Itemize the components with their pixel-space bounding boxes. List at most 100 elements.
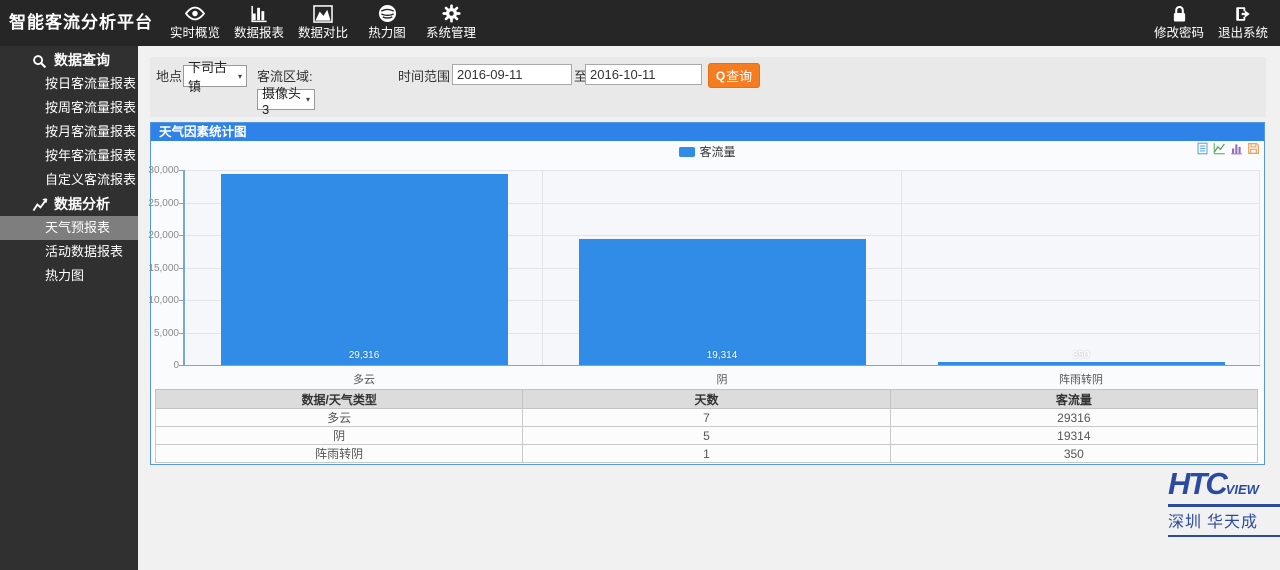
y-axis-label: 15,000	[148, 263, 179, 274]
gridline	[185, 235, 1260, 236]
table-header-cell: 天数	[522, 389, 891, 409]
panel-title: 天气因素统计图	[151, 123, 1264, 141]
chevron-down-icon: ▾	[237, 71, 242, 81]
sidebar-section-data-query[interactable]: 数据查询	[0, 48, 138, 72]
table-cell: 19314	[889, 426, 1259, 445]
toolbox-bar-chart-icon[interactable]	[1230, 142, 1243, 155]
bar-value-label: 350	[1072, 350, 1090, 361]
chart-toolbox	[1196, 142, 1260, 155]
gridline-vertical	[542, 170, 543, 365]
sidebar-item-weather-report[interactable]: 天气预报表	[0, 216, 138, 240]
htcview-logo: HTCview 深圳 华天成	[1168, 468, 1280, 537]
toolbox-data-view-icon[interactable]	[1196, 142, 1209, 155]
bar-多云[interactable]	[221, 174, 508, 365]
sidebar-item-daily-report[interactable]: 按日客流量报表	[45, 76, 137, 91]
logout-icon	[1211, 3, 1275, 24]
region-label: 客流区域:	[257, 69, 313, 84]
axis-tick	[179, 203, 183, 204]
topnav-item-label: 系统管理	[425, 26, 476, 40]
table-cell: 29316	[889, 408, 1259, 427]
camera-value: 摄像头3	[262, 85, 302, 117]
gridline-vertical	[1259, 170, 1260, 365]
date-to-input[interactable]	[585, 64, 702, 85]
topnav-item-label: 实时概览	[169, 26, 220, 40]
filter-bar: 地点: 下司古镇 ▾ 客流区域: 摄像头3 ▾ 时间范围 至 Q 查询	[150, 57, 1266, 117]
table-cell: 5	[522, 426, 891, 445]
legend-label: 客流量	[699, 145, 736, 159]
topbar: 智能客流分析平台 实时概览 数据报表 数据对比 热力图 系统管理 修改密码 退出系统	[0, 0, 1280, 46]
table-row: 多云 7 29316	[154, 408, 1259, 427]
topnav-item-change-password[interactable]: 修改密码	[1147, 0, 1211, 46]
query-button[interactable]: Q 查询	[708, 63, 760, 88]
y-axis-label: 10,000	[148, 295, 179, 306]
logo-view: view	[1225, 482, 1259, 497]
sidebar-item-weekly-report[interactable]: 按周客流量报表	[45, 100, 137, 115]
bar-阴[interactable]	[579, 239, 866, 365]
logo-wordmark: HTCview	[1168, 468, 1280, 507]
table-row: 阴 5 19314	[154, 426, 1259, 445]
toolbox-save-image-icon[interactable]	[1247, 142, 1260, 155]
bar-value-label: 19,314	[706, 350, 738, 361]
date-from-input[interactable]	[452, 64, 572, 85]
search-icon	[32, 52, 48, 69]
topnav-item-logout[interactable]: 退出系统	[1211, 0, 1275, 46]
sidebar-item-monthly-report[interactable]: 按月客流量报表	[45, 124, 137, 139]
location-label: 地点:	[156, 69, 186, 84]
area-chart-icon	[291, 3, 355, 24]
topnav-item-label: 热力图	[368, 26, 406, 40]
topnav-right: 修改密码 退出系统	[1147, 0, 1275, 46]
x-axis-label: 多云	[353, 374, 375, 386]
y-axis-label: 25,000	[148, 198, 179, 209]
y-axis-label: 20,000	[148, 230, 179, 241]
table-cell: 阵雨转阴	[154, 444, 524, 463]
line-chart-icon	[32, 196, 48, 212]
gridline-vertical	[901, 170, 902, 365]
location-value: 下司古镇	[188, 60, 228, 94]
table-header-cell: 客流量	[889, 389, 1259, 409]
chart-plot: 30,000 25,000 20,000 15,000 10,000 5,000 0 29,3…	[148, 166, 1260, 386]
query-button-label: 查询	[726, 69, 753, 84]
y-axis-label: 0	[173, 360, 179, 371]
toolbox-line-chart-icon[interactable]	[1213, 142, 1226, 155]
table-header-cell: 数据/天气类型	[154, 389, 524, 409]
topnav-item-realtime[interactable]: 实时概览	[163, 0, 227, 46]
chart-legend[interactable]: 客流量	[151, 143, 1264, 160]
topnav-item-label: 修改密码	[1153, 26, 1204, 40]
sidebar-item-activity-report[interactable]: 活动数据报表	[45, 244, 124, 259]
location-select[interactable]: 下司古镇 ▾	[183, 60, 247, 94]
topnav: 实时概览 数据报表 数据对比 热力图 系统管理	[163, 0, 483, 46]
search-icon: Q	[715, 68, 726, 83]
sidebar-item-heatmap[interactable]: 热力图	[45, 268, 85, 283]
logo-caption: 深圳 华天成	[1168, 507, 1280, 537]
sidebar-section-label: 数据查询	[54, 52, 110, 68]
bar-阵雨转阴[interactable]	[938, 362, 1225, 365]
table-row: 阵雨转阴 1 350	[154, 444, 1259, 463]
y-axis-label: 5,000	[153, 328, 179, 339]
sidebar-item-yearly-report[interactable]: 按年客流量报表	[45, 148, 137, 163]
axis-tick	[179, 365, 183, 366]
lock-icon	[1147, 3, 1211, 24]
gridline	[185, 170, 1260, 171]
axis-tick	[179, 333, 183, 334]
sidebar-section-data-analysis[interactable]: 数据分析	[0, 192, 138, 216]
axis-tick	[179, 170, 183, 171]
axis-tick	[179, 268, 183, 269]
to-label: 至	[574, 69, 588, 84]
weather-bar-chart: 客流量 30,000 25,000 20,000 15,000 10,000 5,000 0…	[148, 141, 1264, 389]
table-cell: 350	[889, 444, 1259, 463]
camera-select[interactable]: 摄像头3 ▾	[257, 86, 315, 117]
topnav-item-reports[interactable]: 数据报表	[227, 0, 291, 46]
axis-tick	[179, 235, 183, 236]
time-range-label: 时间范围	[398, 69, 451, 84]
heatmap-icon	[355, 3, 419, 24]
table-cell: 多云	[154, 408, 524, 427]
bar-chart-icon	[227, 3, 291, 24]
topnav-item-label: 退出系统	[1217, 26, 1268, 40]
topnav-item-system[interactable]: 系统管理	[419, 0, 483, 46]
topnav-item-compare[interactable]: 数据对比	[291, 0, 355, 46]
sidebar-item-custom-report[interactable]: 自定义客流报表	[45, 172, 137, 187]
chevron-down-icon: ▾	[305, 95, 310, 104]
sidebar: 数据查询按日客流量报表 按周客流量报表 按月客流量报表 按年客流量报表 自定义客流报表数…	[0, 46, 138, 570]
sidebar-section-label: 数据分析	[54, 196, 110, 212]
topnav-item-heatmap[interactable]: 热力图	[355, 0, 419, 46]
